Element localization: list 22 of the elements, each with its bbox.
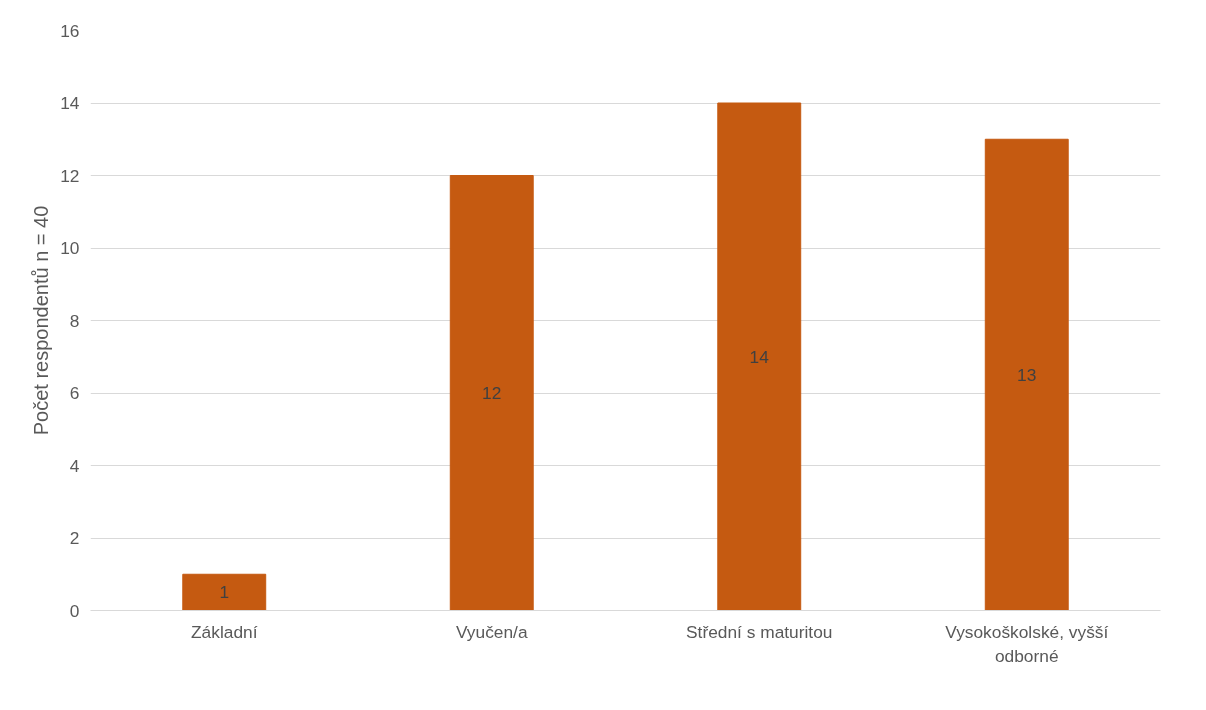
- data-label: 12: [482, 383, 502, 403]
- y-tick-label: 14: [60, 93, 80, 113]
- y-tick-label: 10: [60, 238, 80, 258]
- y-tick-label: 12: [60, 165, 80, 186]
- bar: [717, 102, 802, 611]
- bar: [182, 573, 267, 611]
- data-label: 13: [1017, 364, 1037, 385]
- bar: [984, 138, 1069, 611]
- y-tick-label: 0: [69, 600, 80, 621]
- y-tick-label: 6: [69, 383, 80, 403]
- y-tick-label: 8: [69, 310, 80, 331]
- x-tick-label: Vysokoškolské, vyšší odborné: [945, 621, 1109, 666]
- y-tick-label: 16: [60, 20, 80, 41]
- x-tick-label: Vyučen/a: [455, 621, 528, 642]
- y-tick-label: 2: [69, 528, 80, 548]
- data-label: 14: [749, 346, 770, 367]
- y-axis-title: Počet respondentů n = 40: [30, 205, 53, 436]
- x-tick-label: Střední s maturitou: [686, 621, 833, 642]
- x-tick-label: Základní: [191, 621, 258, 642]
- bar: [449, 175, 534, 611]
- y-tick-label: 4: [69, 455, 80, 476]
- data-label: 1: [219, 582, 230, 603]
